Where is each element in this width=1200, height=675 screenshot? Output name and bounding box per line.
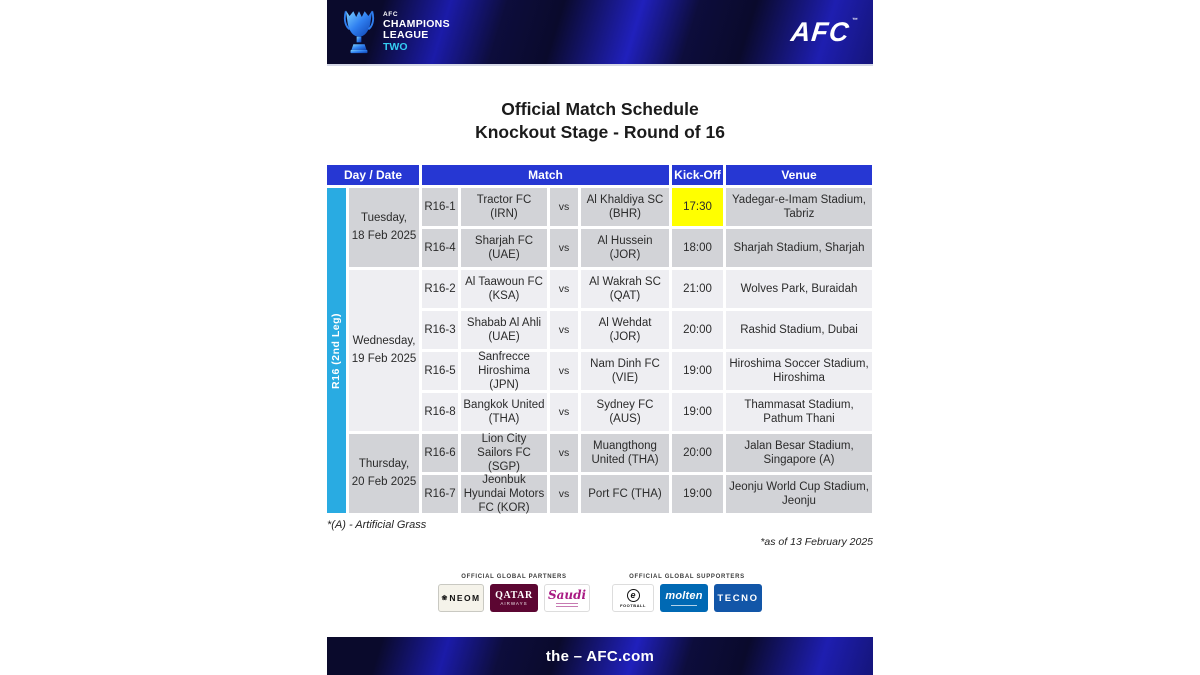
- venue-cell: Sharjah Stadium, Sharjah: [726, 229, 872, 268]
- kickoff-cell: 20:00: [672, 311, 723, 350]
- home-team-cell: Shabab Al Ahli (UAE): [461, 311, 547, 350]
- qatar-airways-logo: QATAR AIRWAYS: [490, 584, 538, 613]
- vs-cell: vs: [550, 475, 578, 514]
- tecno-logo-text: TECNO: [717, 592, 759, 604]
- match-number-cell: R16-4: [422, 229, 458, 268]
- vs-cell: vs: [550, 352, 578, 391]
- away-team-cell: Port FC (THA): [581, 475, 669, 514]
- kickoff-cell: 19:00: [672, 475, 723, 514]
- venue-cell: Jalan Besar Stadium, Singapore (A): [726, 434, 872, 473]
- venue-cell: Hiroshima Soccer Stadium, Hiroshima: [726, 352, 872, 391]
- supporters-label: OFFICIAL GLOBAL SUPPORTERS: [629, 574, 745, 581]
- vs-cell: vs: [550, 270, 578, 309]
- neom-logo: ❀ NEOM: [438, 584, 484, 613]
- visit-saudi-logo: Saudi: [544, 584, 590, 613]
- tecno-logo: TECNO: [714, 584, 762, 613]
- venue-cell: Thammasat Stadium, Pathum Thani: [726, 393, 872, 432]
- vs-cell: vs: [550, 311, 578, 350]
- home-team-cell: Bangkok United (THA): [461, 393, 547, 432]
- partners-label: OFFICIAL GLOBAL PARTNERS: [461, 574, 567, 581]
- efootball-logo-text: FOOTBALL: [620, 602, 646, 608]
- home-team-cell: Sanfrecce Hiroshima (JPN): [461, 351, 547, 391]
- footer-url: the – AFC.com: [545, 647, 655, 665]
- afc-logo-text: AFC: [788, 16, 851, 47]
- vs-cell: vs: [550, 393, 578, 432]
- column-header-day-date: Day / Date: [327, 165, 419, 186]
- venue-cell: Wolves Park, Buraidah: [726, 270, 872, 309]
- saudi-logo-subtext: [556, 603, 578, 608]
- vs-cell: vs: [550, 229, 578, 268]
- efootball-mark-icon: e: [626, 588, 640, 602]
- away-team-cell: Al Hussein (JOR): [581, 229, 669, 268]
- top-banner: AFC CHAMPIONS LEAGUE TWO AFC ™: [327, 0, 873, 66]
- trophy-icon: [343, 10, 375, 54]
- day-date-cell: Thursday, 20 Feb 2025: [349, 434, 419, 514]
- away-team-cell: Muangthong United (THA): [581, 434, 669, 473]
- kickoff-cell: 19:00: [672, 393, 723, 432]
- home-team-cell: Al Taawoun FC (KSA): [461, 270, 547, 309]
- page-title: Official Match Schedule Knockout Stage -…: [327, 98, 873, 144]
- kickoff-cell: 21:00: [672, 270, 723, 309]
- away-team-cell: Sydney FC (AUS): [581, 393, 669, 432]
- schedule-table: Day / Date Match Kick-Off Venue R16 (2nd…: [327, 165, 873, 514]
- as-of-note: *as of 13 February 2025: [760, 536, 873, 549]
- column-header-match: Match: [422, 165, 669, 186]
- global-partners-group: OFFICIAL GLOBAL PARTNERS ❀ NEOM QATAR AI…: [438, 574, 590, 613]
- match-number-cell: R16-6: [422, 434, 458, 473]
- away-team-cell: Al Wakrah SC (QAT): [581, 270, 669, 309]
- vs-cell: vs: [550, 188, 578, 227]
- logo-champions: CHAMPIONS: [383, 18, 450, 30]
- neom-flower-icon: ❀: [441, 595, 448, 603]
- artificial-grass-note: *(A) - Artificial Grass: [327, 519, 427, 532]
- match-number-cell: R16-2: [422, 270, 458, 309]
- logo-afc-label: AFC: [383, 11, 399, 18]
- global-supporters-group: OFFICIAL GLOBAL SUPPORTERS e FOOTBALL mo…: [612, 574, 762, 613]
- kickoff-cell: 17:30: [672, 188, 723, 227]
- match-number-cell: R16-3: [422, 311, 458, 350]
- vs-cell: vs: [550, 434, 578, 473]
- column-header-venue: Venue: [726, 165, 872, 186]
- home-team-cell: Jeonbuk Hyundai Motors FC (KOR): [461, 474, 547, 514]
- column-header-kickoff: Kick-Off: [672, 165, 723, 186]
- afc-logo-tm: ™: [850, 17, 859, 24]
- home-team-cell: Lion City Sailors FC (SGP): [461, 433, 547, 473]
- competition-logo-text: AFC CHAMPIONS LEAGUE TWO: [383, 11, 450, 53]
- venue-cell: Yadegar-e-Imam Stadium, Tabriz: [726, 188, 872, 227]
- title-line2: Knockout Stage - Round of 16: [475, 122, 725, 143]
- home-team-cell: Sharjah FC (UAE): [461, 229, 547, 268]
- title-line1: Official Match Schedule: [501, 99, 699, 119]
- qatar-logo-text: QATAR: [495, 589, 533, 601]
- away-team-cell: Al Khaldiya SC (BHR): [581, 188, 669, 227]
- venue-cell: Jeonju World Cup Stadium, Jeonju: [726, 475, 872, 514]
- efootball-logo: e FOOTBALL: [612, 584, 654, 613]
- competition-logo: AFC CHAMPIONS LEAGUE TWO: [343, 7, 450, 57]
- match-number-cell: R16-7: [422, 475, 458, 514]
- away-team-cell: Nam Dinh FC (VIE): [581, 352, 669, 391]
- match-number-cell: R16-8: [422, 393, 458, 432]
- molten-logo: molten: [660, 584, 708, 613]
- home-team-cell: Tractor FC (IRN): [461, 188, 547, 227]
- saudi-logo-text: Saudi: [547, 588, 587, 603]
- match-number-cell: R16-1: [422, 188, 458, 227]
- sponsors-row: OFFICIAL GLOBAL PARTNERS ❀ NEOM QATAR AI…: [327, 574, 873, 613]
- logo-two: TWO: [383, 40, 408, 53]
- venue-cell: Rashid Stadium, Dubai: [726, 311, 872, 350]
- afc-logo: AFC ™: [789, 17, 859, 48]
- molten-logo-text: molten: [665, 589, 703, 602]
- leg-label-strip: R16 (2nd Leg): [327, 188, 346, 514]
- molten-logo-subtext: [671, 603, 697, 606]
- bottom-banner: the – AFC.com: [327, 637, 873, 675]
- qatar-airways-text: AIRWAYS: [500, 600, 528, 606]
- neom-logo-text: NEOM: [449, 593, 481, 604]
- day-date-cell: Tuesday, 18 Feb 2025: [349, 188, 419, 268]
- away-team-cell: Al Wehdat (JOR): [581, 311, 669, 350]
- kickoff-cell: 19:00: [672, 352, 723, 391]
- logo-league: LEAGUE: [383, 29, 429, 42]
- kickoff-cell: 20:00: [672, 434, 723, 473]
- day-date-cell: Wednesday, 19 Feb 2025: [349, 270, 419, 432]
- match-number-cell: R16-5: [422, 352, 458, 391]
- kickoff-cell: 18:00: [672, 229, 723, 268]
